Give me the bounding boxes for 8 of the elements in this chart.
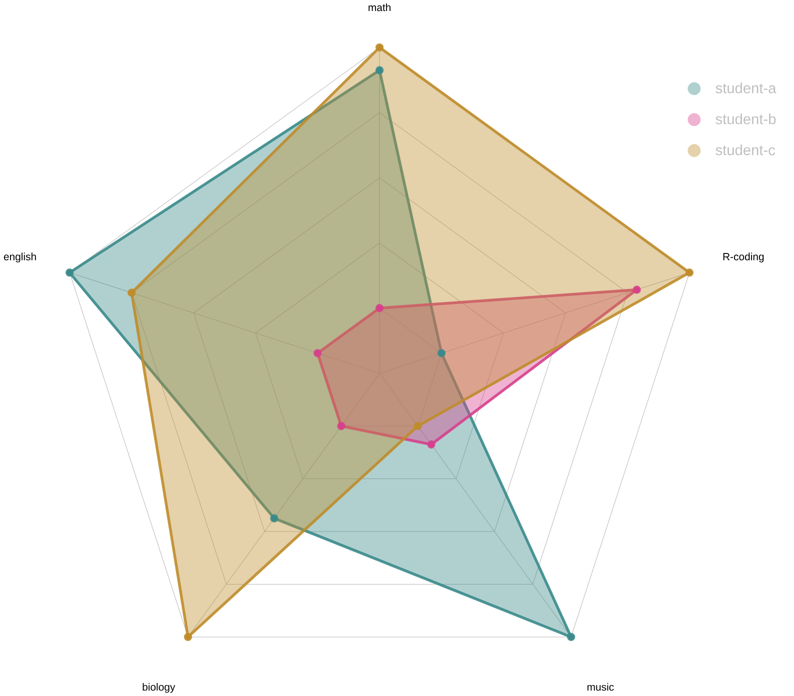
spoke-label: biology	[142, 682, 176, 693]
legend-label: student-b	[716, 113, 776, 124]
legend-label: student-a	[716, 82, 776, 94]
spoke-label: music	[587, 682, 614, 691]
spoke-label: R-coding	[723, 252, 764, 262]
spoke-label: math	[368, 3, 390, 12]
spoke-label: english	[4, 252, 36, 262]
legend-label: student-c	[716, 144, 776, 156]
